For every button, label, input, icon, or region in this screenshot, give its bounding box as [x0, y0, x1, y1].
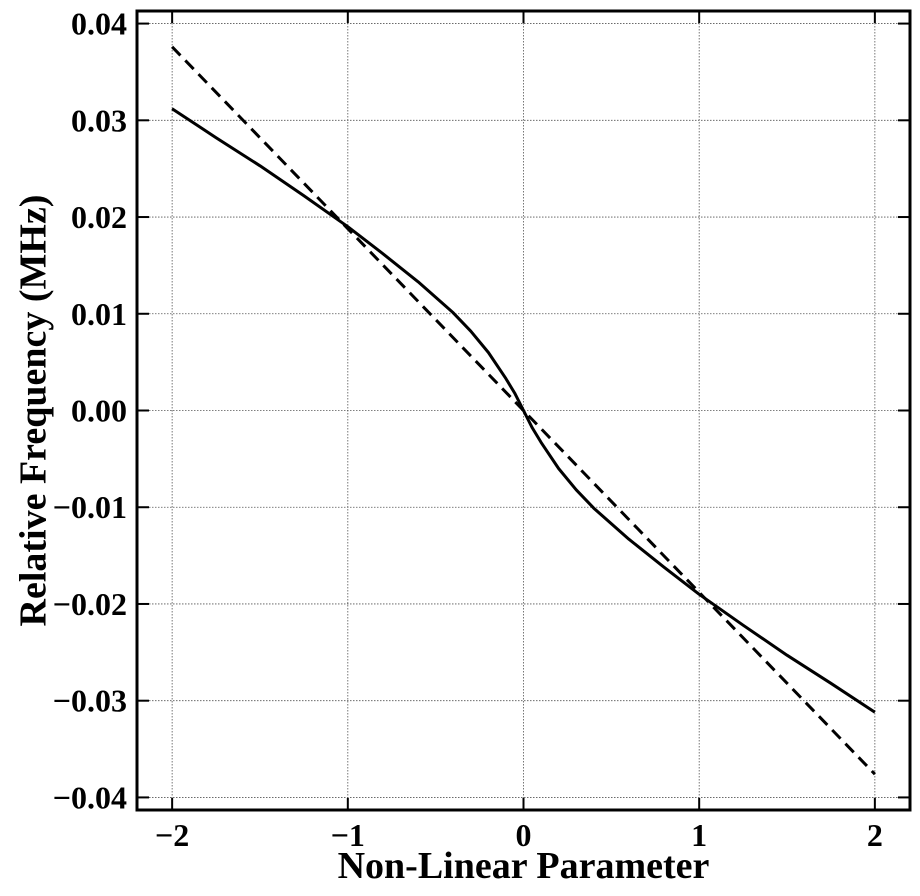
y-tick-label: 0.01: [71, 296, 127, 332]
x-tick-label: 0: [516, 817, 532, 853]
x-axis-title: Non-Linear Parameter: [338, 845, 710, 887]
x-tick-labels: −2 −1 0 1 2: [155, 817, 883, 853]
y-tick-label: 0.04: [71, 6, 127, 42]
y-tick-label: −0.01: [53, 489, 127, 525]
y-axis-title: Relative Frequency (MHz): [13, 195, 55, 627]
x-tick-label: −1: [331, 817, 365, 853]
dashed-series-line: [171, 45, 876, 776]
axis-ticks: [137, 11, 910, 810]
y-tick-label: −0.02: [53, 586, 127, 622]
y-tick-label: −0.03: [53, 683, 127, 719]
y-tick-labels: −0.04 −0.03 −0.02 −0.01 0.00 0.01 0.02 0.03 0.04: [53, 6, 127, 816]
series-layer: [171, 45, 876, 776]
y-tick-label: 0.02: [71, 199, 127, 235]
x-tick-label: 1: [691, 817, 707, 853]
y-tick-label: 0.03: [71, 102, 127, 138]
y-tick-label: −0.04: [53, 779, 127, 815]
x-tick-label: 2: [867, 817, 883, 853]
y-tick-label: 0.00: [71, 393, 127, 429]
x-tick-label: −2: [155, 817, 189, 853]
